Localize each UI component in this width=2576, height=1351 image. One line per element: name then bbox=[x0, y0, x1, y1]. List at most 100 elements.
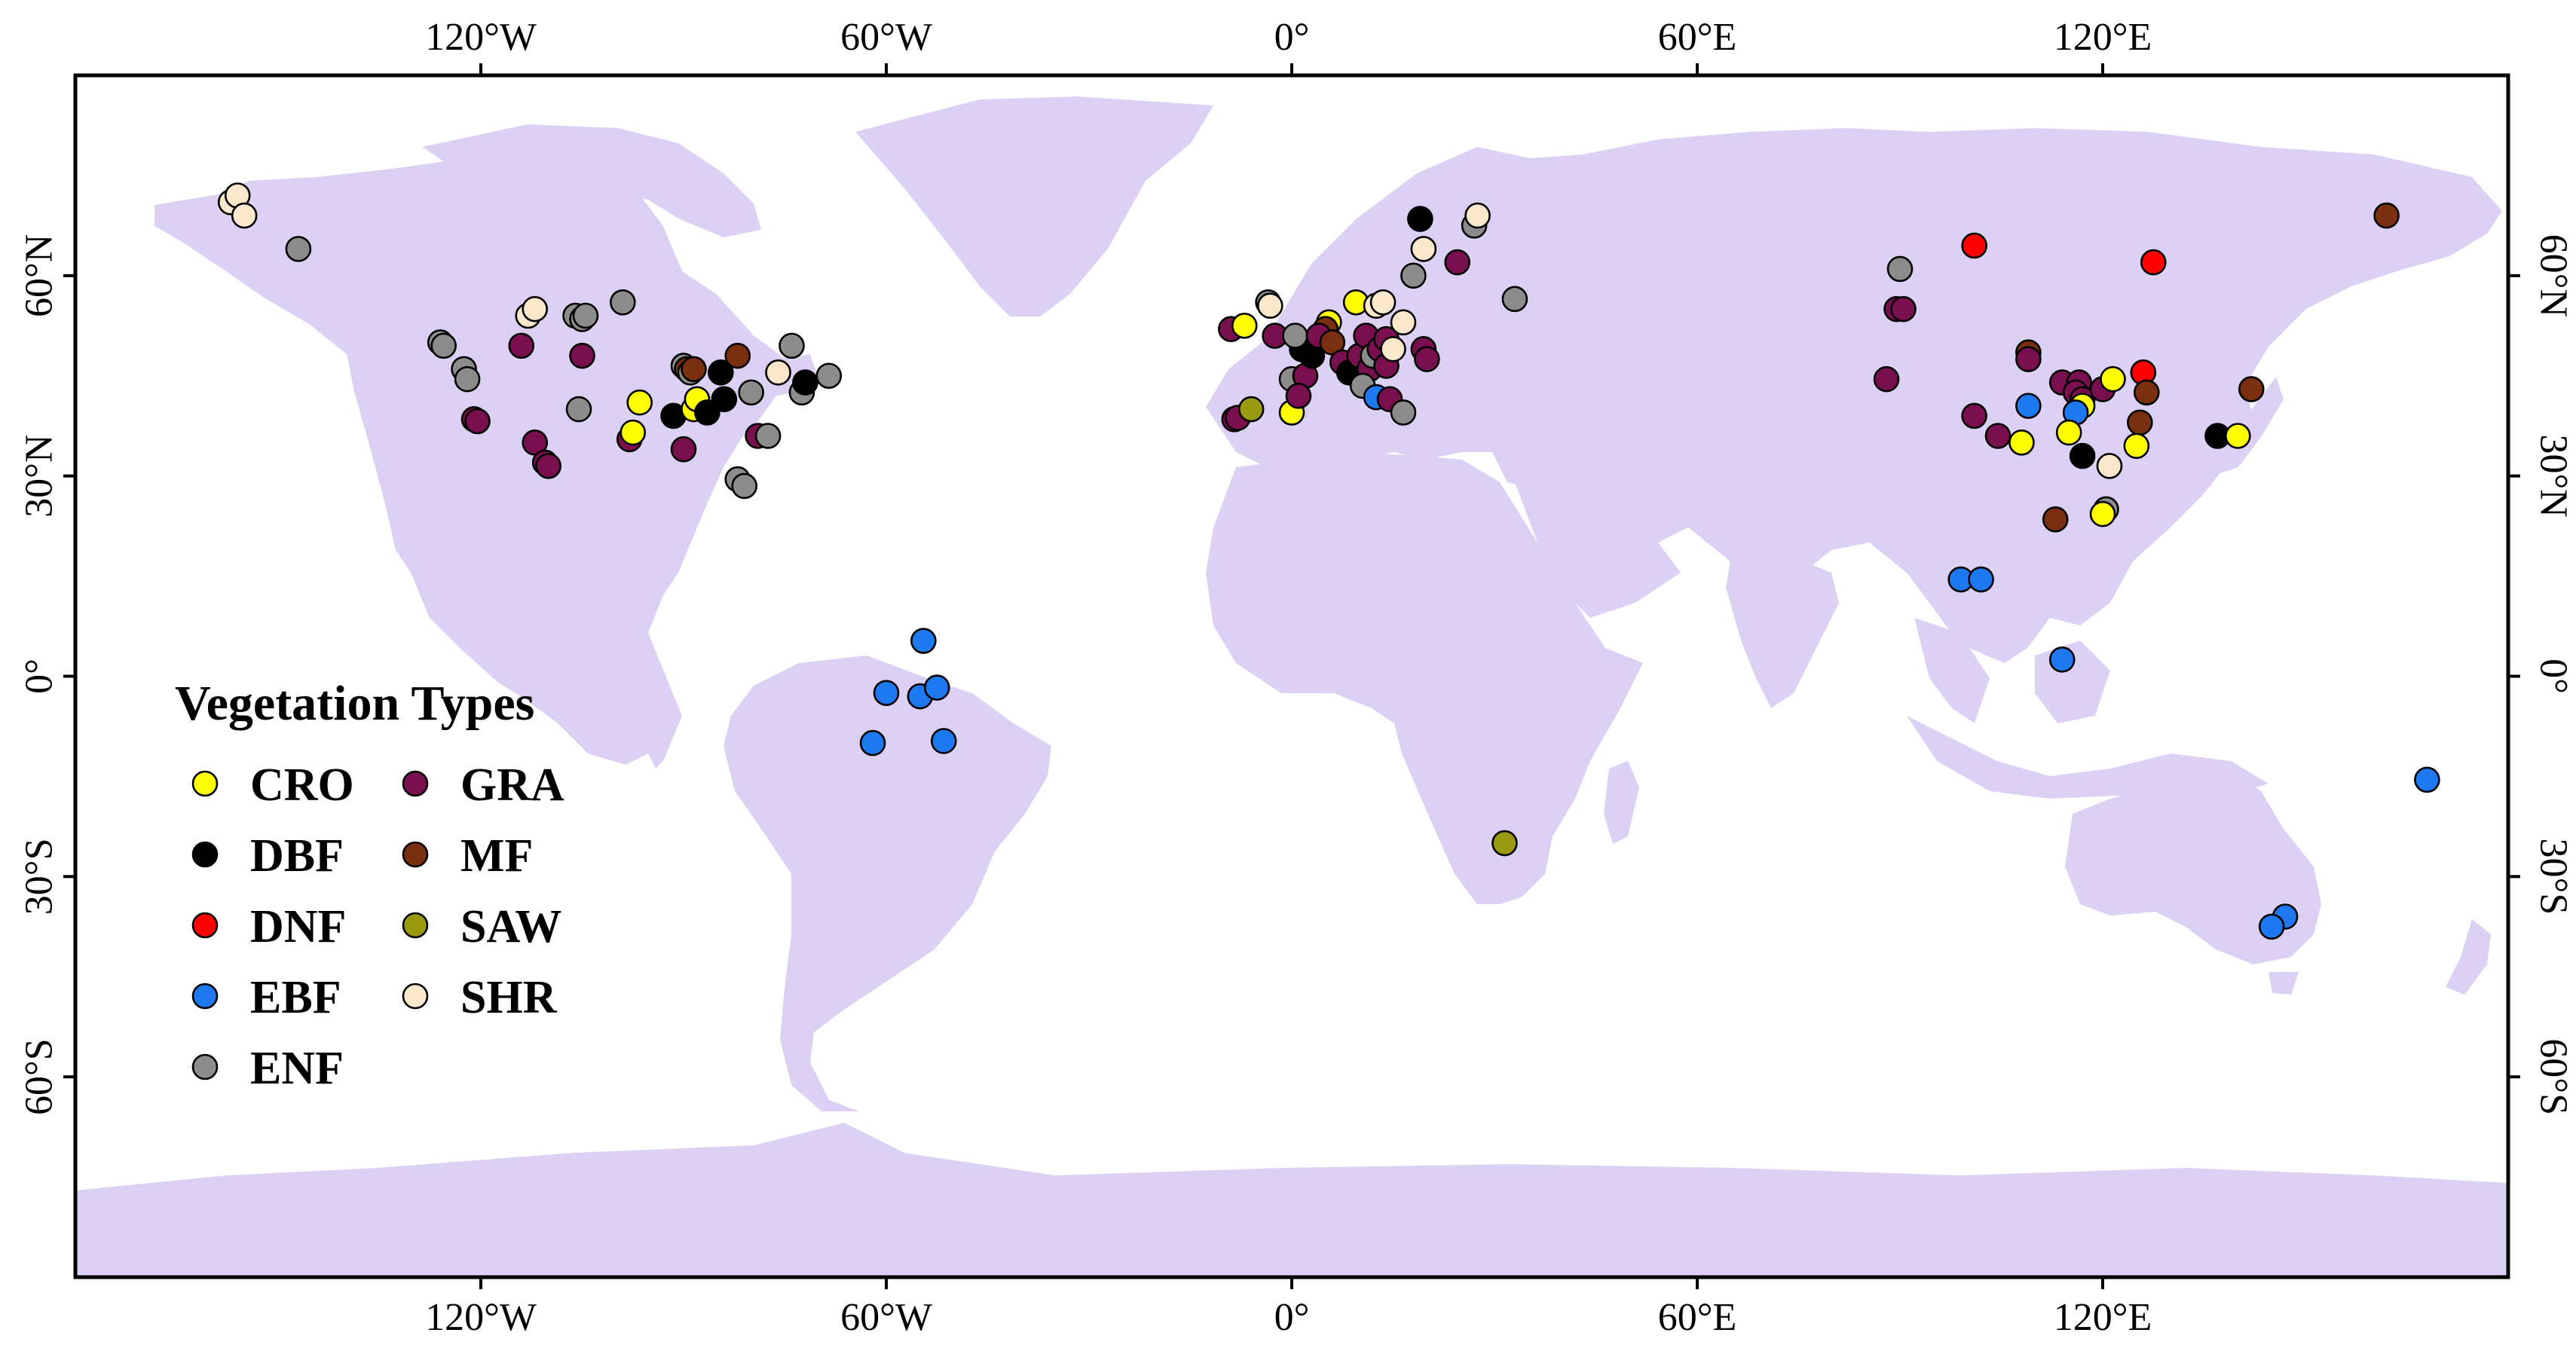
site-marker-gra bbox=[1961, 402, 1987, 429]
y-tick-label-right: 30°N bbox=[2532, 434, 2575, 517]
site-marker-gra bbox=[1984, 423, 2012, 449]
site-marker-gra bbox=[670, 436, 697, 463]
site-marker-dbf bbox=[711, 386, 738, 413]
legend-label-gra: GRA bbox=[460, 760, 564, 811]
legend-label-dbf: DBF bbox=[250, 830, 344, 882]
y-tick-label-right: 60°S bbox=[2532, 1038, 2575, 1115]
site-marker-ebf bbox=[910, 628, 937, 654]
site-marker-enf bbox=[815, 362, 843, 390]
land-arabia bbox=[1515, 482, 1681, 618]
site-marker-cro bbox=[626, 389, 653, 416]
y-tick-label-left: 60°S bbox=[18, 1038, 61, 1115]
site-marker-enf bbox=[572, 302, 599, 329]
site-marker-cro bbox=[2008, 429, 2035, 456]
legend-label-mf: MF bbox=[460, 830, 533, 882]
legend-swatch-dbf bbox=[191, 841, 219, 868]
site-marker-ebf bbox=[2015, 393, 2042, 419]
site-marker-cro bbox=[2055, 419, 2082, 446]
site-marker-ebf bbox=[930, 728, 957, 754]
land-africa bbox=[1206, 452, 1643, 904]
land-antarctica bbox=[75, 1123, 2508, 1277]
site-marker-enf bbox=[779, 332, 805, 359]
site-marker-ebf bbox=[2258, 913, 2285, 940]
x-tick-label-bottom: 60°W bbox=[840, 1296, 932, 1339]
y-tick-label-right: 60°N bbox=[2532, 234, 2575, 317]
site-marker-ebf bbox=[1968, 566, 1994, 593]
site-marker-enf bbox=[1390, 399, 1417, 426]
land-greenland bbox=[855, 96, 1213, 316]
site-marker-enf bbox=[754, 423, 782, 449]
site-marker-enf bbox=[1501, 286, 1528, 313]
site-marker-saw bbox=[1491, 830, 1518, 857]
site-marker-mf bbox=[2042, 506, 2069, 533]
site-marker-enf bbox=[609, 289, 636, 316]
site-marker-dnf bbox=[2140, 249, 2167, 276]
site-marker-enf bbox=[1400, 262, 1427, 289]
site-marker-ebf bbox=[923, 674, 950, 701]
site-marker-enf bbox=[1282, 322, 1308, 349]
site-marker-enf bbox=[285, 236, 312, 262]
land-madagascar bbox=[1604, 761, 1639, 844]
legend-swatch-ebf bbox=[191, 983, 219, 1010]
x-tick-label-top: 0° bbox=[1274, 16, 1310, 59]
legend-label-enf: ENF bbox=[250, 1043, 344, 1094]
legend-label-saw: SAW bbox=[460, 901, 561, 952]
legend-title: Vegetation Types bbox=[175, 676, 534, 731]
site-marker-gra bbox=[508, 332, 535, 359]
site-marker-gra bbox=[1444, 249, 1470, 276]
legend: Vegetation Types CRO DBF DNF EBF ENF GRA MF SAW… bbox=[175, 676, 564, 1094]
site-marker-gra bbox=[464, 408, 491, 435]
site-marker-shr bbox=[1390, 309, 1417, 336]
y-tick-label-left: 0° bbox=[18, 659, 61, 694]
site-marker-shr bbox=[1380, 336, 1406, 362]
site-marker-gra bbox=[535, 453, 561, 479]
y-tick-label-right: 30°S bbox=[2532, 838, 2575, 915]
site-marker-mf bbox=[2238, 376, 2265, 402]
x-tick-label-bottom: 120°W bbox=[425, 1296, 537, 1339]
y-tick-label-left: 60°N bbox=[18, 234, 61, 317]
land-tasmania bbox=[2269, 972, 2299, 995]
x-tick-label-bottom: 0° bbox=[1274, 1296, 1310, 1339]
site-marker-shr bbox=[2096, 453, 2123, 479]
site-marker-mf bbox=[681, 356, 707, 383]
site-marker-cro bbox=[2123, 433, 2150, 460]
legend-swatch-shr bbox=[402, 983, 429, 1010]
site-marker-shr bbox=[765, 359, 791, 386]
site-marker-dbf bbox=[2069, 442, 2096, 469]
site-marker-enf bbox=[731, 472, 758, 500]
land-southeast-asia bbox=[1914, 618, 1990, 723]
legend-label-dnf: DNF bbox=[250, 901, 346, 952]
site-marker-enf bbox=[1886, 255, 1914, 283]
legend-swatch-gra bbox=[402, 770, 429, 797]
site-marker-cro bbox=[2225, 423, 2251, 449]
land-new-zealand bbox=[2446, 919, 2491, 995]
legend-swatch-cro bbox=[191, 770, 219, 797]
site-marker-cro bbox=[620, 419, 647, 446]
site-marker-enf bbox=[565, 396, 592, 423]
site-marker-shr bbox=[522, 295, 549, 322]
x-tick-label-bottom: 120°E bbox=[2054, 1296, 2152, 1339]
legend-label-shr: SHR bbox=[460, 972, 558, 1023]
y-tick-label-left: 30°N bbox=[18, 434, 61, 517]
x-tick-label-top: 60°E bbox=[1658, 16, 1737, 59]
site-marker-dbf bbox=[708, 359, 734, 386]
site-marker-mf bbox=[724, 342, 751, 369]
site-marker-enf bbox=[430, 332, 457, 359]
land-masses bbox=[75, 96, 2508, 1277]
site-marker-shr bbox=[1464, 202, 1491, 229]
legend-swatch-enf bbox=[191, 1053, 219, 1080]
site-marker-shr bbox=[1257, 292, 1283, 319]
land-india bbox=[1726, 543, 1839, 708]
site-marker-cro bbox=[2089, 500, 2116, 527]
legend-swatch-mf bbox=[402, 841, 429, 868]
land-north-america bbox=[154, 158, 818, 769]
site-marker-cro bbox=[1231, 312, 1258, 339]
site-marker-shr bbox=[1369, 289, 1397, 316]
x-tick-label-bottom: 60°E bbox=[1658, 1296, 1737, 1339]
site-marker-gra bbox=[1873, 365, 1900, 393]
site-marker-mf bbox=[2127, 409, 2153, 436]
x-tick-label-top: 60°W bbox=[840, 16, 932, 59]
site-marker-saw bbox=[1238, 396, 1265, 423]
land-south-america bbox=[724, 656, 1051, 1111]
site-marker-enf bbox=[454, 365, 481, 393]
